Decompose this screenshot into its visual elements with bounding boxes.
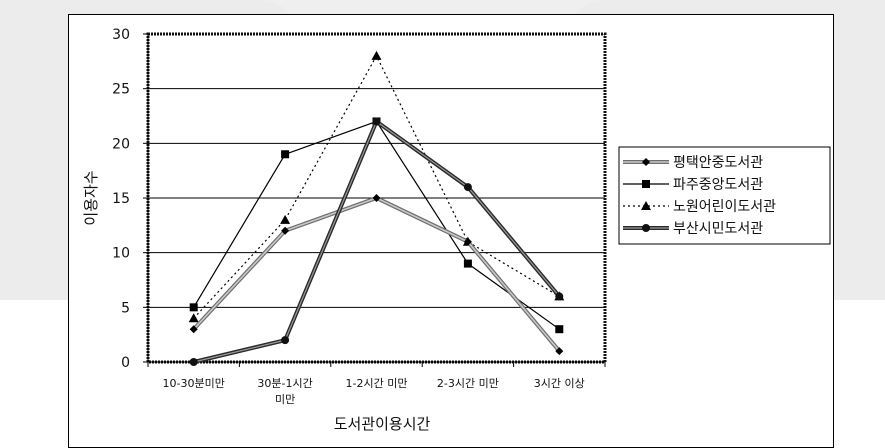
series-marker [189, 358, 198, 366]
x-tick-label: 미만 [275, 393, 295, 406]
y-tick-label: 20 [112, 136, 130, 152]
series-marker [463, 259, 472, 268]
legend-label: 부산시민도서관 [673, 221, 763, 237]
y-tick-label: 25 [112, 82, 130, 98]
series-marker [642, 224, 650, 232]
series-marker [372, 117, 381, 126]
legend-item: 부산시민도서관 [623, 221, 763, 237]
series-marker [463, 237, 472, 246]
legend-item: 노원어린이도서관 [623, 199, 776, 215]
series-marker [642, 158, 650, 166]
y-tick-label: 10 [112, 246, 130, 262]
x-tick-label: 30분-1시간 [257, 377, 312, 390]
y-tick-label: 5 [121, 300, 130, 316]
legend-label: 파주중앙도서관 [673, 177, 763, 193]
x-tick-label: 10-30분미만 [163, 377, 225, 390]
series-marker [280, 214, 291, 224]
x-tick-label: 1-2시간 미만 [346, 377, 408, 390]
series-0 [189, 194, 564, 356]
y-tick-label: 15 [112, 191, 130, 207]
legend-item: 평택안중도서관 [623, 155, 763, 171]
series-marker [189, 325, 198, 334]
series-marker [188, 313, 199, 323]
y-axis-ticks: 0 5 10 15 20 25 30 [112, 27, 148, 371]
series-marker [642, 180, 650, 188]
legend-label: 노원어린이도서관 [673, 199, 776, 215]
series-marker [281, 336, 290, 345]
legend-item: 파주중앙도서관 [623, 177, 763, 193]
series-marker [372, 194, 381, 202]
series-marker [555, 292, 564, 301]
x-axis-title: 도서관이용시간 [334, 415, 431, 433]
x-tick-label: 3시간 이상 [534, 377, 585, 390]
series-3 [189, 117, 564, 366]
series-marker [281, 226, 290, 235]
y-tick-label: 30 [112, 27, 130, 43]
series-marker [371, 50, 382, 60]
series-marker [555, 325, 564, 334]
x-tick-label: 2-3시간 미만 [437, 377, 499, 390]
series-marker [189, 303, 198, 312]
series-layer [188, 50, 565, 366]
series-marker [463, 183, 472, 192]
y-tick-label: 0 [121, 355, 130, 371]
y-axis-title: 이용자수 [82, 170, 100, 225]
series-marker [281, 150, 290, 159]
legend-label: 평택안중도서관 [673, 155, 763, 171]
series-marker [555, 347, 564, 356]
series-marker [641, 201, 651, 210]
